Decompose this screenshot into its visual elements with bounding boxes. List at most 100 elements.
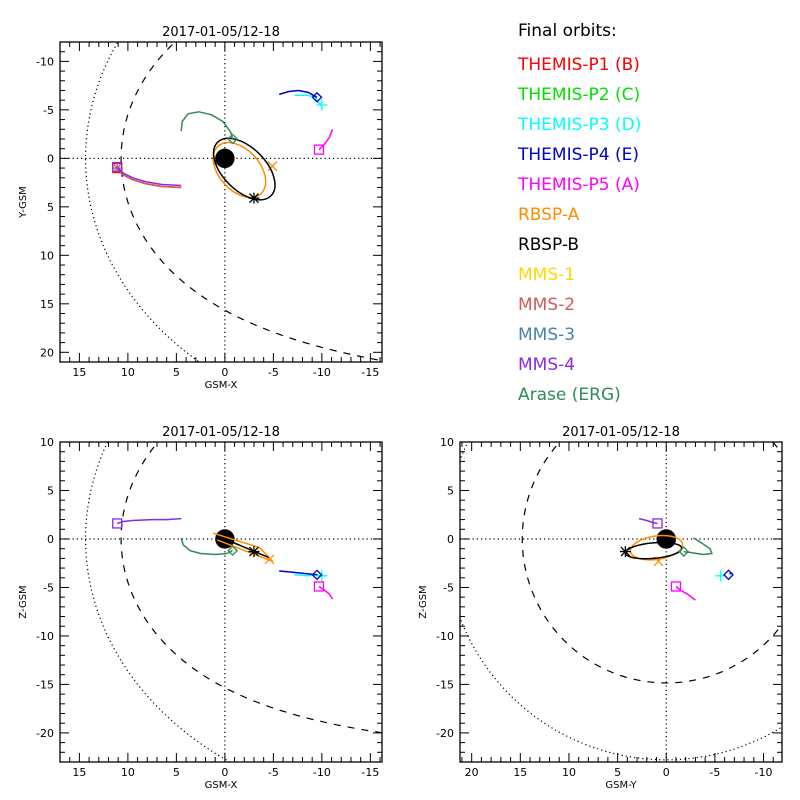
orbit-track — [180, 111, 234, 140]
legend-item: MMS-2 — [518, 295, 575, 315]
orbit-track — [683, 537, 713, 556]
orbit-end-marker — [313, 581, 325, 592]
y-axis-label: Z-GSM — [418, 585, 429, 618]
orbit-track — [318, 585, 334, 600]
orbit-end-marker — [267, 161, 278, 172]
y-tick-label: 5 — [47, 201, 54, 214]
orbit-track — [219, 536, 269, 559]
x-axis-label: GSM-X — [205, 780, 238, 791]
orbit-end-marker — [112, 161, 123, 173]
orbit-track — [212, 137, 276, 201]
orbit-track — [212, 532, 274, 563]
orbit-end-marker — [652, 518, 663, 529]
x-tick-label: -5 — [268, 766, 279, 779]
legend-item: THEMIS-P4 (E) — [517, 145, 639, 165]
legend-item: Arase (ERG) — [518, 385, 621, 405]
y-tick-label: 15 — [40, 298, 54, 311]
x-axis-label: GSM-X — [205, 380, 238, 391]
orbit-end-marker — [248, 546, 260, 558]
x-tick-label: -10 — [755, 766, 773, 779]
magnetopause-boundary — [120, 42, 382, 362]
orbit-mms-4 — [112, 517, 182, 529]
orbit-end-marker — [227, 133, 239, 145]
legend: Final orbits: THEMIS-P1 (B) THEMIS-P2 (C)… — [517, 21, 641, 405]
legend-item: MMS-1 — [518, 265, 575, 285]
y-tick-label: 20 — [40, 346, 54, 359]
orbit-track — [624, 541, 683, 560]
x-tick-label: 10 — [121, 766, 135, 779]
orbit-rbsp-a — [212, 141, 278, 199]
x-tick-label: 15 — [72, 366, 86, 379]
y-tick-label: -10 — [36, 55, 54, 68]
earth-icon — [215, 148, 235, 169]
bow-shock-boundary — [84, 42, 201, 362]
orbit-themis-p5-a — [670, 581, 696, 601]
orbit-track — [278, 89, 318, 98]
orbit-mms-4 — [638, 517, 663, 529]
x-tick-label: 5 — [614, 766, 621, 779]
y-tick-label: 0 — [47, 152, 54, 165]
orbit-end-marker — [311, 91, 323, 103]
magnetopause-boundary — [120, 442, 382, 734]
orbit-end-marker — [723, 569, 734, 581]
orbit-mms-4 — [112, 161, 182, 187]
y-axis-label: Y-GSM — [18, 186, 29, 219]
orbit-track — [318, 129, 334, 151]
legend-title: Final orbits: — [518, 21, 617, 41]
orbit-end-marker — [311, 569, 323, 581]
legend-item: THEMIS-P3 (D) — [517, 115, 641, 135]
orbit-end-marker — [678, 546, 690, 557]
y-tick-label: -5 — [43, 581, 54, 594]
plot-area — [60, 42, 382, 362]
x-tick-label: 5 — [173, 366, 180, 379]
legend-item: MMS-3 — [518, 325, 575, 345]
x-tick-label: -15 — [361, 366, 379, 379]
y-tick-label: 5 — [47, 484, 54, 497]
plot-title: 2017-01-05/12-18 — [562, 425, 680, 440]
x-axis-label: GSM-Y — [605, 780, 637, 791]
y-tick-label: 10 — [40, 249, 54, 262]
legend-item: RBSP-B — [518, 235, 579, 255]
y-tick-label: 10 — [40, 436, 54, 449]
magnetopause-boundary — [521, 442, 782, 684]
y-tick-label: 10 — [440, 436, 454, 449]
plot-title: 2017-01-05/12-18 — [162, 425, 280, 440]
x-tick-label: -15 — [361, 766, 379, 779]
x-tick-label: -10 — [313, 366, 331, 379]
orbit-rbsp-b — [619, 541, 683, 560]
orbit-themis-p4-e — [723, 569, 734, 581]
y-tick-label: -20 — [36, 727, 54, 740]
orbit-arase-erg — [180, 111, 239, 145]
orbit-end-marker — [112, 518, 123, 529]
y-axis-label: Z-GSM — [18, 585, 29, 618]
x-tick-label: 0 — [221, 766, 228, 779]
orbit-track — [212, 141, 267, 199]
x-tick-label: 0 — [663, 766, 670, 779]
orbit-track — [116, 167, 182, 189]
orbit-arase-erg — [180, 537, 239, 557]
orbit-themis-p4-e — [278, 89, 323, 103]
orbit-track — [675, 585, 696, 601]
bow-shock-boundary — [84, 442, 232, 762]
panel-xz-plot: 2017-01-05/12-18 GSM-X Z-GSM 15 10 5 0 -5 -10 -15… — [18, 425, 383, 791]
y-tick-label: 5 — [447, 484, 454, 497]
y-tick-label: -15 — [436, 678, 454, 691]
x-tick-label: 5 — [173, 766, 180, 779]
orbit-themis-p3-d — [294, 570, 328, 582]
x-tick-label: -5 — [268, 366, 279, 379]
orbit-themis-p3-d — [294, 94, 328, 111]
orbit-rbsp-a — [629, 534, 684, 567]
earth-icon — [656, 529, 676, 549]
x-tick-label: 15 — [72, 766, 86, 779]
x-tick-label: 15 — [513, 766, 527, 779]
x-tick-label: 20 — [465, 766, 479, 779]
orbit-end-marker — [619, 546, 631, 558]
orbit-track — [279, 570, 318, 576]
plot-area — [460, 442, 782, 762]
orbit-end-marker — [670, 581, 682, 592]
orbit-track — [294, 94, 323, 106]
legend-item: THEMIS-P2 (C) — [517, 85, 640, 105]
y-tick-label: -10 — [436, 630, 454, 643]
orbit-end-marker — [227, 545, 239, 557]
orbit-end-marker — [313, 144, 325, 155]
